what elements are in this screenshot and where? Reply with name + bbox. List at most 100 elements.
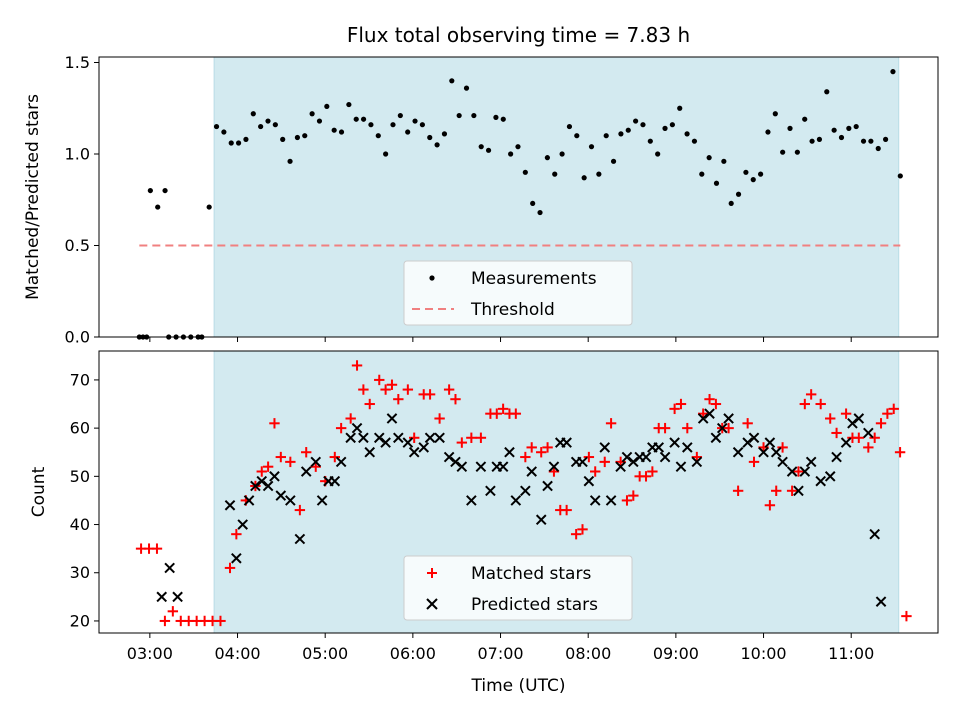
- measurement-point: [669, 122, 675, 128]
- measurement-point: [640, 122, 646, 128]
- matched-star-marker: [815, 398, 826, 410]
- predicted-star-marker: [704, 408, 715, 419]
- top-y-tick-label: 1.0: [65, 144, 90, 163]
- measurement-point: [794, 149, 800, 155]
- measurement-point: [772, 111, 778, 117]
- measurement-point: [324, 103, 330, 110]
- ratio-panel: 0.0 0.5 1.0 1.5 Flux total observing time =…: [23, 23, 939, 347]
- predicted-star-d2: [424, 432, 436, 444]
- matched-star-marker: [628, 490, 639, 501]
- predicted-star-d2: [777, 456, 788, 468]
- legend-label: Matched stars: [471, 564, 591, 584]
- matched-star-marker: [434, 413, 445, 424]
- predicted-star-d2: [621, 451, 633, 463]
- predicted-star-marker: [172, 591, 183, 603]
- matched-star-marker: [771, 485, 782, 496]
- measurement-point: [897, 173, 903, 179]
- measurement-point: [508, 151, 514, 157]
- measurement-point: [338, 129, 345, 135]
- measurement-point: [228, 140, 234, 146]
- matched-star-marker: [793, 466, 804, 477]
- measurement-point: [633, 118, 639, 124]
- measurement-point: [890, 69, 896, 75]
- predicted-star-marker: [577, 456, 588, 468]
- measurement-point: [780, 149, 786, 155]
- predicted-star-d2: [475, 461, 487, 472]
- matched-star-marker: [358, 384, 369, 395]
- measurement-point: [456, 112, 462, 119]
- top-y-tick-label: 0.0: [65, 328, 90, 347]
- measurement-point: [478, 144, 484, 150]
- bottom-y-tick-label: 20: [70, 611, 90, 630]
- predicted-star-d2: [224, 499, 236, 511]
- predicted-star-marker: [831, 451, 842, 463]
- measurement-point: [691, 138, 698, 144]
- matched-star-marker: [450, 394, 461, 405]
- predicted-star-marker: [748, 432, 760, 444]
- measurement-point: [559, 151, 565, 157]
- predicted-star-d2: [732, 446, 744, 458]
- predicted-star-d2: [358, 432, 369, 444]
- measurement-point: [552, 171, 558, 177]
- measurement-point: [677, 105, 683, 111]
- predicted-star-marker: [659, 451, 671, 463]
- predicted-star-marker: [510, 495, 522, 506]
- predicted-star-marker: [542, 480, 553, 492]
- matched-star-marker: [335, 422, 347, 434]
- measurement-point: [390, 122, 396, 128]
- measurement-point: [765, 129, 771, 135]
- measurement-point: [882, 136, 889, 142]
- matched-star-marker: [536, 447, 547, 458]
- predicted-star-marker: [262, 480, 274, 492]
- measurement-point: [566, 123, 573, 130]
- predicted-star-marker: [742, 437, 753, 448]
- x-tick-label: 04:00: [214, 644, 260, 663]
- measurement-point: [500, 116, 506, 122]
- matched-star-marker: [590, 466, 601, 477]
- predicted-star-d2: [605, 495, 617, 506]
- legend-box: [403, 555, 633, 621]
- measurement-point: [243, 136, 249, 142]
- predicted-star-d2: [847, 418, 858, 429]
- predicted-star-marker: [380, 437, 391, 448]
- matched-star-marker: [669, 403, 680, 415]
- predicted-star-d2: [164, 562, 175, 574]
- predicted-star-marker: [805, 456, 817, 468]
- bottom-legend: Matched stars Predicted stars: [403, 555, 633, 621]
- bottom-y-tick-label: 70: [70, 370, 90, 389]
- measurement-point: [853, 123, 859, 130]
- predicted-star-d2: [615, 461, 626, 472]
- matched-star-marker: [882, 408, 893, 419]
- predicted-star-d2: [351, 422, 363, 434]
- predicted-star-d2: [659, 451, 671, 463]
- matched-star-marker: [520, 451, 531, 463]
- measurement-point: [265, 118, 271, 124]
- predicted-star-marker: [345, 432, 356, 444]
- matched-star-marker: [224, 562, 236, 574]
- measurement-point: [515, 144, 521, 150]
- predicted-star-d2: [640, 451, 652, 463]
- predicted-star-marker: [250, 480, 261, 492]
- top-x-tick-marks: [149, 337, 852, 342]
- top-y-axis-label: Matched/Predicted stars: [23, 94, 43, 300]
- matched-star-marker: [659, 422, 671, 434]
- predicted-star-d2: [561, 437, 572, 448]
- bottom-x-ticks: 03:00 04:00 05:00 06:00 07:00 08:00 09:00 10:00…: [127, 633, 874, 663]
- measurement-point: [309, 111, 315, 117]
- predicted-star-d2: [316, 495, 328, 506]
- matched-star-marker: [863, 442, 874, 453]
- predicted-star-d2: [275, 490, 287, 501]
- bottom-y-tick-label: 40: [70, 515, 90, 534]
- predicted-star-d2: [237, 519, 249, 530]
- predicted-star-d2: [364, 446, 376, 458]
- predicted-star-marker: [351, 422, 363, 434]
- measurement-point: [537, 209, 543, 216]
- matched-star-marker: [542, 442, 553, 453]
- x-tick-label: 06:00: [390, 644, 436, 663]
- predicted-star-d2: [393, 432, 404, 444]
- predicted-star-marker: [434, 432, 445, 444]
- measurement-point: [522, 169, 528, 175]
- measurement-point: [735, 191, 742, 197]
- predicted-star-d2: [450, 456, 461, 468]
- predicted-star-marker: [863, 427, 874, 439]
